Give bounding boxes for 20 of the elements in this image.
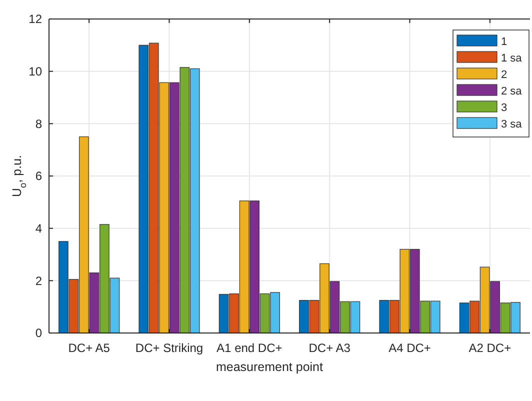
legend-label: 2 sa (501, 86, 523, 98)
x-axis-title: measurement point (216, 360, 324, 374)
y-tick-label: 4 (35, 222, 42, 236)
x-tick-label: DC+ A3 (308, 341, 351, 355)
x-tick-label: A4 DC+ (388, 341, 431, 355)
x-tick-label: DC+ Striking (135, 341, 204, 355)
x-tick-label: A1 end DC+ (216, 341, 282, 355)
y-tick-label: 12 (28, 12, 42, 26)
y-tick-label: 10 (28, 64, 42, 79)
legend-label: 3 sa (501, 118, 523, 130)
y-tick-label: 0 (35, 326, 42, 340)
y-tick-label: 6 (35, 169, 42, 184)
legend-label: 2 (501, 69, 508, 81)
y-tick-label: 8 (35, 116, 42, 131)
y-tick-label: 2 (35, 274, 42, 288)
legend-label: 1 (501, 36, 508, 48)
legend-label: 1 sa (501, 52, 523, 64)
x-tick-label: A2 DC+ (468, 341, 512, 355)
x-tick-label: DC+ A5 (68, 341, 110, 355)
legend-label: 3 (501, 102, 508, 114)
